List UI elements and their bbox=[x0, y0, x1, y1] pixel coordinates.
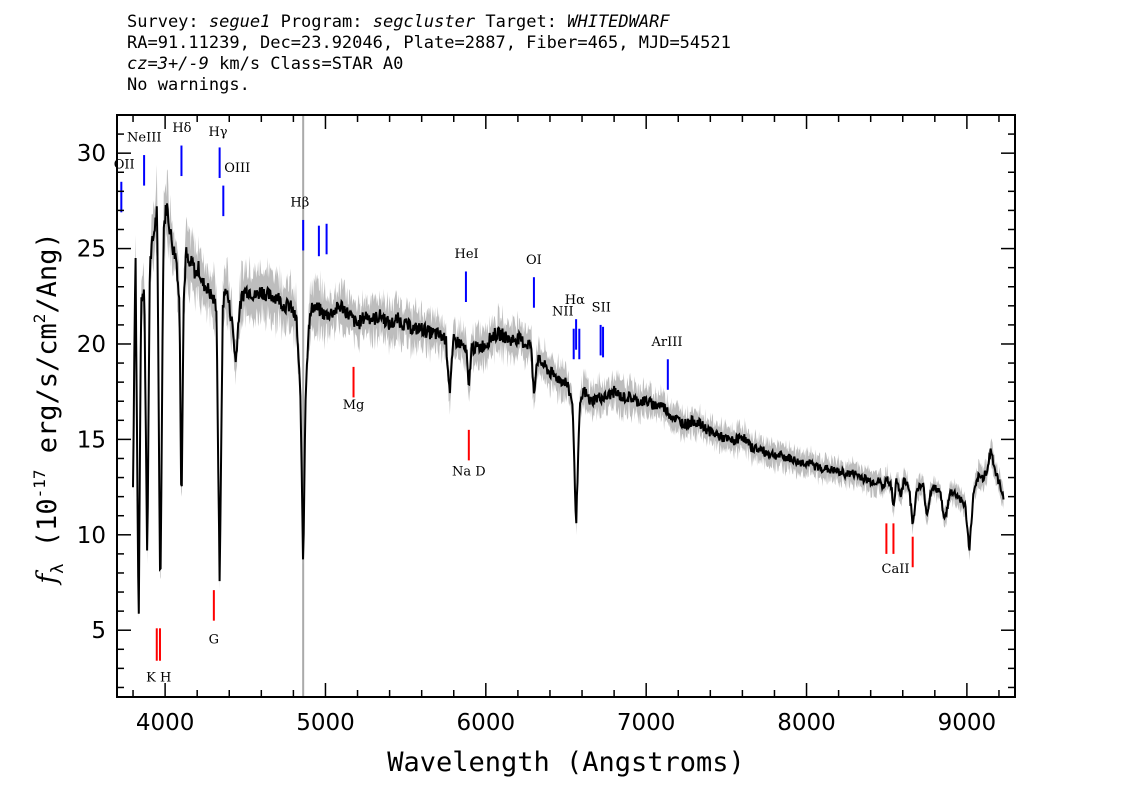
emission-line-label: Hγ bbox=[208, 125, 227, 140]
emission-line-label: NII bbox=[552, 304, 574, 319]
y-tick-label: 15 bbox=[77, 427, 106, 453]
y-axis-label-f: f bbox=[32, 570, 63, 586]
x-tick-label: 7000 bbox=[617, 710, 676, 736]
y-axis: 5 10 15 20 25 30 bbox=[77, 114, 1015, 689]
y-tick-label: 20 bbox=[77, 332, 106, 358]
y-tick-label: 30 bbox=[77, 141, 106, 167]
y-axis-label-exp-2: 2 bbox=[30, 314, 49, 324]
x-tick-label: 5000 bbox=[296, 710, 355, 736]
survey-label: Survey: bbox=[127, 12, 199, 32]
y-axis-label-part-c: /Ang) bbox=[32, 232, 63, 313]
emission-line-label: SII bbox=[592, 301, 611, 316]
y-tick-label: 5 bbox=[91, 618, 106, 644]
program-label: Program: bbox=[280, 12, 363, 32]
y-axis-label-lambda: λ bbox=[48, 563, 68, 573]
y-axis-label-exp-1: -17 bbox=[30, 470, 49, 499]
y-tick-label: 10 bbox=[77, 523, 106, 549]
y-axis-label-part-a: (10 bbox=[32, 498, 63, 563]
absorption-line-label: G bbox=[209, 633, 219, 648]
flux-line bbox=[132, 203, 1005, 614]
program-value: segcluster bbox=[372, 12, 476, 32]
x-tick-label: 8000 bbox=[777, 710, 836, 736]
absorption-line-label: K H bbox=[146, 671, 171, 686]
emission-line-label: ArIII bbox=[651, 335, 683, 350]
emission-line-label: Hβ bbox=[290, 196, 309, 211]
survey-value: segue1 bbox=[208, 12, 271, 32]
plot-frame bbox=[116, 114, 1016, 698]
header-line-2: RA=91.11239, Dec=23.92046, Plate=2887, F… bbox=[127, 33, 731, 53]
emission-line-label: OI bbox=[526, 253, 542, 268]
y-axis-label: fλ (10-17 erg/s/cm2/Ang) bbox=[30, 232, 68, 585]
y-tick-label: 25 bbox=[77, 237, 106, 263]
absorption-line-label: Na D bbox=[452, 465, 486, 480]
x-tick-label: 4000 bbox=[136, 710, 195, 736]
class-value: km/s Class=STAR A0 bbox=[208, 54, 404, 74]
y-axis-label-part-b: erg/s/cm bbox=[32, 323, 63, 469]
cz-value: cz=3+/-9 bbox=[127, 54, 209, 74]
x-axis-label: Wavelength (Angstroms) bbox=[387, 747, 745, 778]
header-line-3: cz=3+/-9 km/s Class=STAR A0 bbox=[127, 54, 731, 75]
header-line-4: No warnings. bbox=[127, 75, 250, 95]
header-line-1: Survey: segue1 Program: segcluster Targe… bbox=[127, 12, 731, 33]
target-label: Target: bbox=[485, 12, 557, 32]
emission-line-label: NeIII bbox=[127, 131, 161, 146]
x-axis: 4000 5000 6000 7000 8000 9000 bbox=[132, 115, 1000, 736]
emission-line-label: OIII bbox=[224, 161, 250, 176]
emission-line-label: Hδ bbox=[172, 121, 191, 136]
emission-line-label: OII bbox=[114, 157, 135, 172]
x-tick-label: 6000 bbox=[457, 710, 516, 736]
x-tick-label: 9000 bbox=[938, 710, 997, 736]
absorption-line-label: CaII bbox=[882, 562, 910, 577]
emission-line-label: Hα bbox=[565, 293, 585, 308]
target-value: WHITEDWARF bbox=[567, 12, 670, 32]
emission-line-label: HeI bbox=[454, 247, 478, 262]
spectrum-header: Survey: segue1 Program: segcluster Targe… bbox=[127, 12, 731, 96]
absorption-line-label: Mg bbox=[343, 398, 365, 413]
